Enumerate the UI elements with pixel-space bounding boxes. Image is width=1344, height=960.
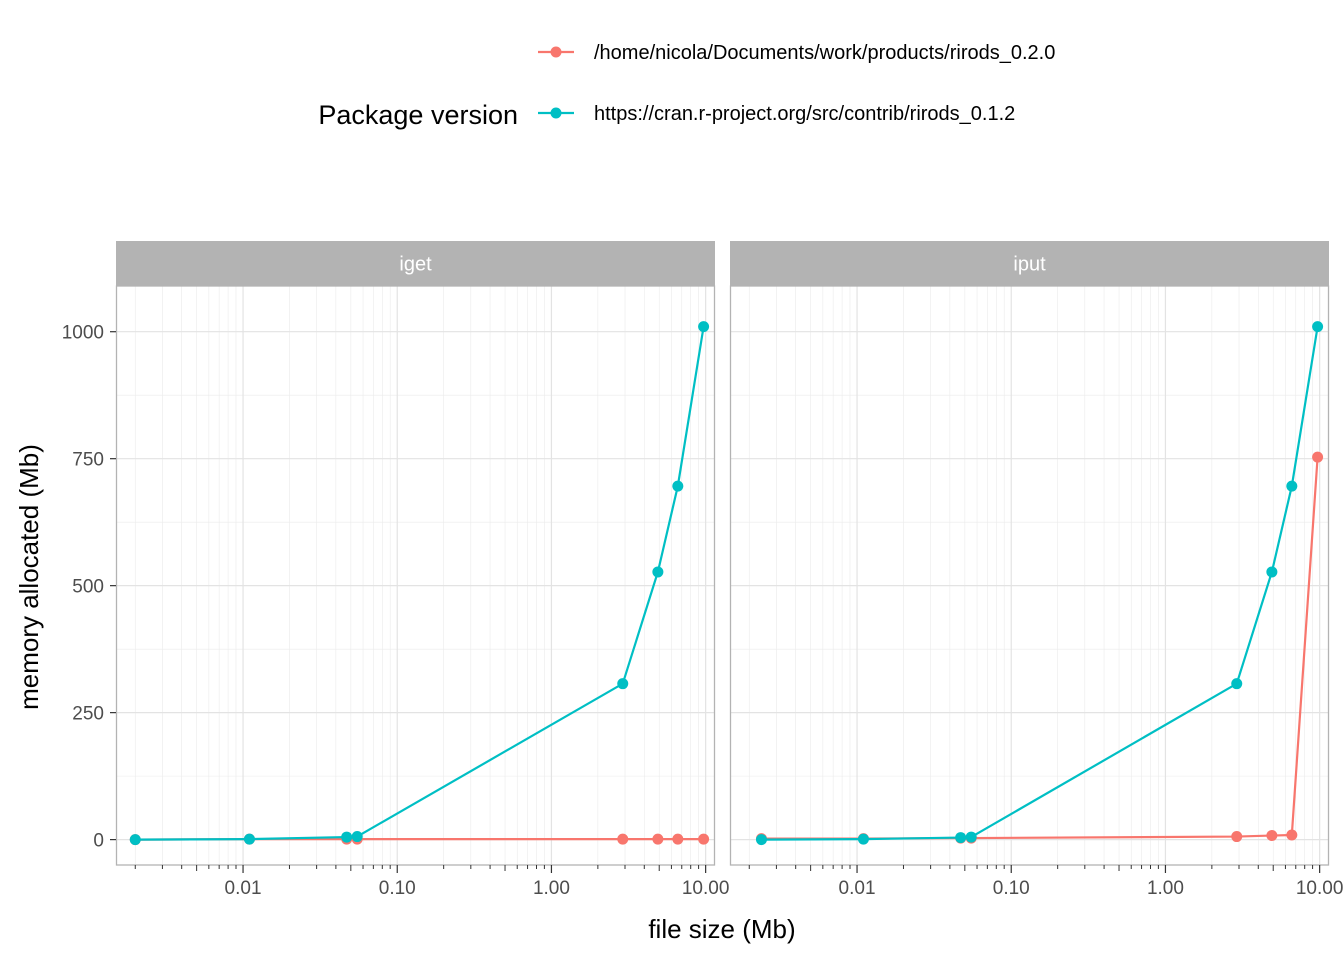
legend-label: /home/nicola/Documents/work/products/rir…: [594, 42, 1055, 64]
data-point: [965, 831, 977, 843]
data-point: [1266, 830, 1278, 842]
y-tick-label: 500: [72, 577, 104, 598]
data-point: [857, 833, 869, 845]
data-point: [698, 321, 710, 333]
data-point: [341, 831, 353, 843]
series-line: [135, 326, 705, 841]
panel-iget: iget 0.01 0.10 1.00 10.00 0 250 500 750 1000: [62, 241, 730, 899]
x-tick-label: 0.01: [225, 878, 262, 899]
y-tick-label: 750: [72, 450, 104, 471]
data-point: [1312, 321, 1324, 333]
data-point: [652, 833, 664, 845]
strip-label: iget: [399, 254, 432, 276]
x-tick-label: 10.00: [1296, 878, 1344, 899]
legend-entry: /home/nicola/Documents/work/products/rir…: [538, 42, 1055, 64]
x-axis-title: file size (Mb): [648, 914, 795, 944]
x-tick-label: 1.00: [1147, 878, 1184, 899]
data-point: [652, 566, 664, 578]
legend-entry: https://cran.r-project.org/src/contrib/r…: [538, 103, 1015, 125]
data-point: [1312, 451, 1324, 463]
data-point: [1286, 829, 1298, 841]
y-tick-label: 250: [72, 704, 104, 725]
data-point: [1231, 678, 1243, 690]
data-point: [617, 833, 629, 845]
data-point: [672, 480, 684, 492]
x-tick-label: 10.00: [682, 878, 730, 899]
data-point: [698, 833, 710, 845]
series-line: [761, 326, 1319, 841]
legend: Package version /home/nicola/Documents/w…: [318, 42, 1055, 130]
x-tick-label: 1.00: [533, 878, 570, 899]
y-axis-title: memory allocated (Mb): [14, 444, 44, 710]
data-point: [1266, 566, 1278, 578]
data-point: [1231, 831, 1243, 843]
x-tick-label: 0.10: [379, 878, 416, 899]
plot-background: [116, 286, 715, 865]
data-point: [129, 834, 141, 846]
data-point: [243, 833, 255, 845]
data-point: [1286, 480, 1298, 492]
panel-iput: iput 0.01 0.10 1.00 10.00: [729, 241, 1344, 899]
y-tick-label: 0: [93, 831, 104, 852]
legend-label: https://cran.r-project.org/src/contrib/r…: [594, 103, 1015, 125]
data-point: [351, 831, 363, 843]
strip: [730, 241, 1329, 286]
legend-key-point: [550, 46, 562, 58]
strip: [116, 241, 715, 286]
data-point: [672, 833, 684, 845]
x-tick-label: 0.10: [993, 878, 1030, 899]
y-tick-label: 1000: [62, 323, 104, 344]
data-point: [955, 832, 967, 844]
legend-key-point: [550, 107, 562, 119]
data-point: [755, 834, 767, 846]
strip-label: iput: [1013, 254, 1046, 276]
legend-title: Package version: [318, 100, 518, 130]
x-tick-label: 0.01: [839, 878, 876, 899]
plot-background: [730, 286, 1329, 865]
data-point: [617, 678, 629, 690]
